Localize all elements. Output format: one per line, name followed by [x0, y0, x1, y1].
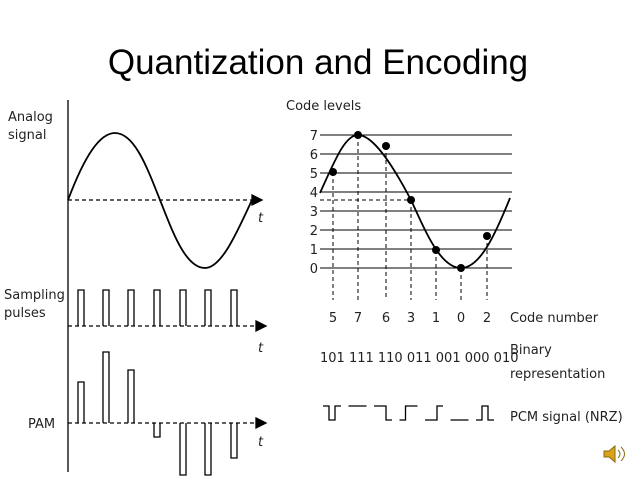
axis-label: t — [258, 435, 264, 450]
level-label: 5 — [310, 167, 318, 182]
label: Binary — [510, 343, 552, 358]
level-label: 1 — [310, 243, 318, 258]
label: Analog — [8, 110, 53, 125]
left-diagram — [67, 100, 268, 476]
label: representation — [510, 367, 605, 382]
code-number: 6 — [382, 311, 390, 326]
code-number: 5 — [329, 311, 337, 326]
label: PAM — [28, 417, 55, 432]
level-label: 7 — [310, 129, 318, 144]
label: Code levels — [286, 99, 361, 114]
label: Code number — [510, 311, 599, 326]
label: pulses — [4, 306, 46, 321]
level-label: 0 — [310, 262, 318, 277]
pcm-waveform — [323, 405, 494, 421]
level-label: 2 — [310, 224, 318, 239]
axis-label: t — [258, 211, 264, 226]
axis-label: t — [258, 341, 264, 356]
level-label: 4 — [310, 186, 318, 201]
speaker-icon[interactable] — [603, 444, 625, 464]
code-number: 0 — [457, 311, 465, 326]
binary: 101 111 110 011 001 000 010 — [320, 351, 519, 366]
label: Sampling — [4, 288, 65, 303]
code-number: 2 — [483, 311, 491, 326]
label: signal — [8, 128, 46, 143]
right-diagram — [319, 131, 511, 300]
code-number: 7 — [354, 311, 362, 326]
level-label: 3 — [310, 205, 318, 220]
label: PCM signal (NRZ) — [510, 410, 623, 425]
code-number: 1 — [432, 311, 440, 326]
title: Quantization and Encoding — [108, 43, 528, 82]
level-label: 6 — [310, 148, 318, 163]
code-number: 3 — [407, 311, 415, 326]
